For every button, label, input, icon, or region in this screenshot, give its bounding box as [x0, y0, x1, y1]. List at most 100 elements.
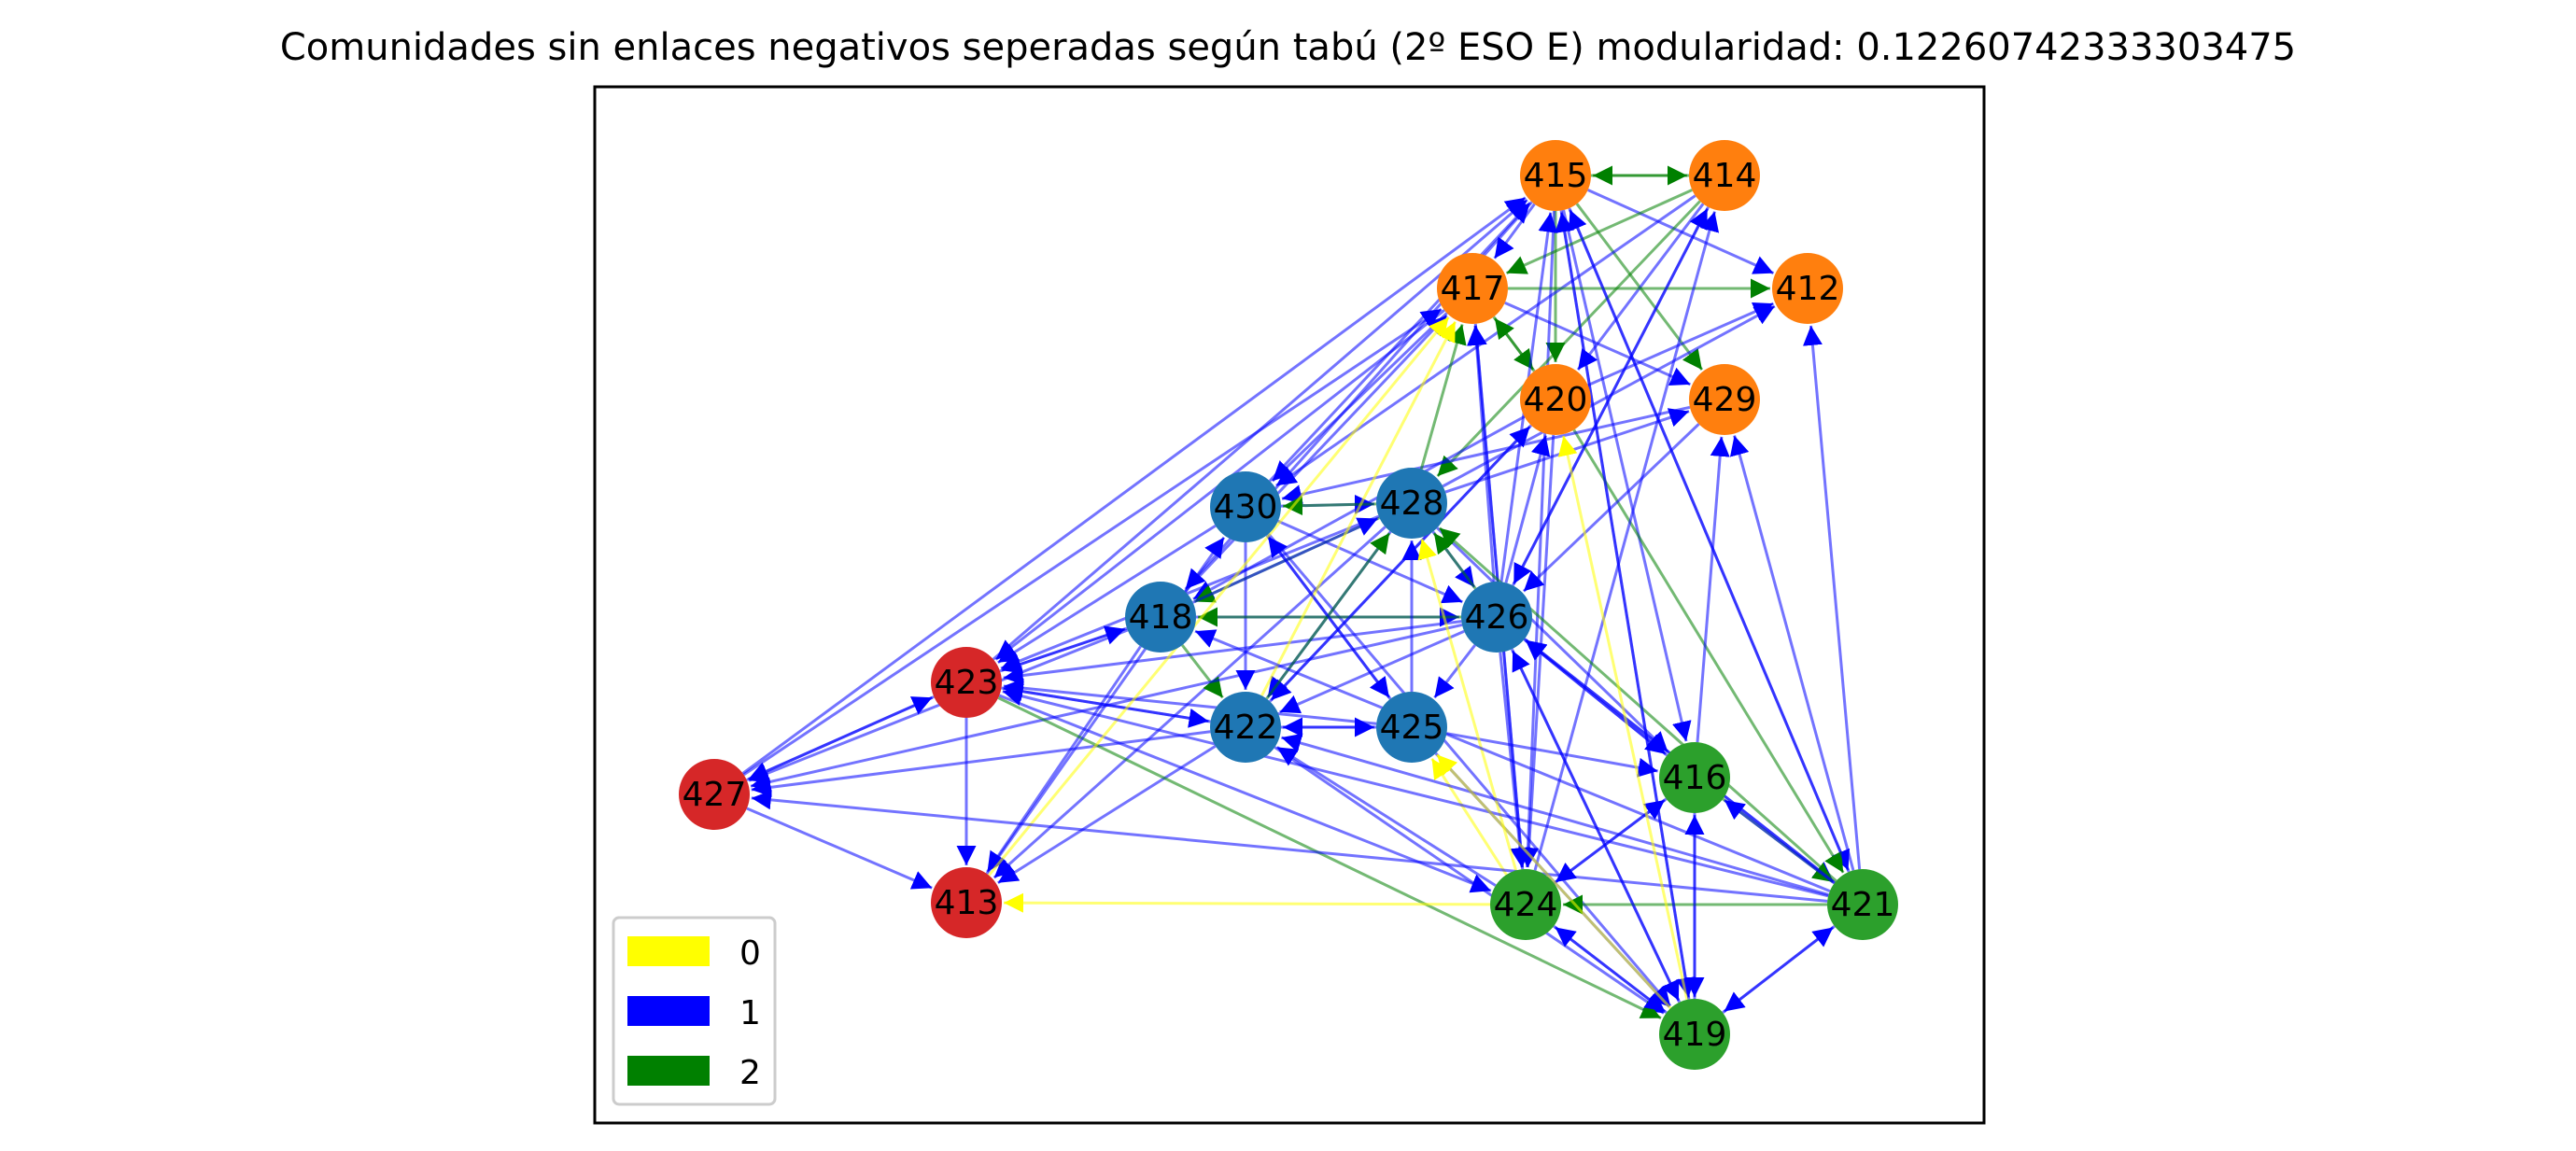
node-418: 418	[1125, 582, 1196, 653]
edge-421-427	[751, 790, 1828, 903]
node-424: 424	[1490, 869, 1561, 940]
edge-421-429	[1729, 435, 1855, 871]
node-label-423: 423	[935, 664, 999, 702]
node-circle-425	[1376, 692, 1447, 763]
edge-421-412	[1802, 325, 1862, 870]
edge-420-417	[1493, 317, 1536, 372]
node-label-424: 424	[1494, 886, 1558, 924]
node-circle-418	[1125, 582, 1196, 653]
edge-421-422	[1281, 733, 1829, 896]
legend: 0 1 2	[612, 916, 777, 1106]
node-414: 414	[1689, 140, 1760, 211]
node-429: 429	[1689, 364, 1760, 435]
edge-419-421	[1722, 926, 1835, 1014]
node-label-419: 419	[1663, 1016, 1727, 1054]
edge-427-417	[742, 307, 1443, 777]
edge-424-425	[1430, 757, 1508, 876]
edge-414-420	[1576, 203, 1705, 371]
legend-swatch-1	[627, 996, 710, 1026]
edge-416-429	[1696, 436, 1730, 743]
node-417: 417	[1437, 253, 1508, 324]
legend-entries: 0 1 2	[627, 934, 761, 1092]
legend-label-2: 2	[739, 1054, 761, 1092]
edge-424-413	[1003, 892, 1491, 913]
node-label-417: 417	[1441, 270, 1505, 308]
edge-414-417	[1505, 189, 1693, 275]
node-419: 419	[1659, 999, 1730, 1070]
edge-430-426	[1277, 519, 1463, 604]
node-label-413: 413	[935, 884, 999, 922]
edge-427-415	[741, 196, 1527, 775]
edge-430-423	[997, 524, 1217, 664]
edge-422-417	[1260, 320, 1457, 696]
edge-425-423	[1003, 678, 1377, 725]
edge-422-413	[997, 744, 1217, 884]
edge-419-424	[1554, 926, 1668, 1015]
edge-418-413	[986, 645, 1142, 873]
node-425: 425	[1376, 692, 1447, 763]
edge-426-425	[1433, 644, 1476, 699]
node-circle-430	[1210, 471, 1281, 542]
edge-428-417	[1419, 324, 1467, 470]
legend-swatch-0	[627, 936, 710, 966]
node-428: 428	[1376, 468, 1447, 539]
node-label-425: 425	[1380, 709, 1444, 747]
node-415: 415	[1520, 140, 1591, 211]
nodes-layer: 415 414 417 412 420 429 430 428 418 426 422 425 423 4…	[679, 140, 1898, 1070]
node-circle-420	[1520, 364, 1591, 435]
edge-428-412	[1442, 304, 1776, 488]
node-circle-412	[1772, 253, 1843, 324]
node-426: 426	[1461, 582, 1532, 653]
edge-427-413	[746, 807, 933, 890]
edge-422-427	[751, 730, 1211, 797]
node-circle-413	[931, 867, 1002, 938]
node-circle-415	[1520, 140, 1591, 211]
node-label-430: 430	[1214, 488, 1278, 526]
node-circle-427	[679, 759, 750, 830]
chart-title: Comunidades sin enlaces negativos sepera…	[279, 26, 2297, 69]
node-label-427: 427	[683, 776, 747, 814]
node-412: 412	[1772, 253, 1843, 324]
edge-420-412	[1587, 302, 1775, 387]
node-label-429: 429	[1693, 381, 1757, 419]
node-label-421: 421	[1831, 886, 1895, 924]
node-413: 413	[931, 867, 1002, 938]
node-circle-424	[1490, 869, 1561, 940]
node-circle-421	[1827, 869, 1898, 940]
node-circle-426	[1461, 582, 1532, 653]
node-label-415: 415	[1524, 157, 1588, 195]
edge-419-415	[1555, 212, 1691, 1000]
legend-swatch-2	[627, 1056, 710, 1086]
node-circle-428	[1376, 468, 1447, 539]
node-circle-429	[1689, 364, 1760, 435]
legend-label-0: 0	[739, 934, 761, 973]
node-420: 420	[1520, 364, 1591, 435]
edge-430-419	[1267, 532, 1672, 1007]
edge-421-415	[1569, 209, 1851, 873]
edge-423-424	[998, 694, 1492, 893]
plot-frame	[593, 85, 1986, 1125]
edge-417-430	[1271, 312, 1448, 483]
node-422: 422	[1210, 692, 1281, 763]
edge-420-421	[1572, 428, 1845, 874]
node-label-412: 412	[1776, 270, 1840, 308]
edge-419-420	[1557, 435, 1689, 1001]
edge-426-422	[1279, 629, 1465, 714]
edge-423-419	[997, 696, 1662, 1019]
node-circle-416	[1659, 742, 1730, 813]
edge-428-416	[1436, 526, 1669, 753]
node-416: 416	[1659, 742, 1730, 813]
edge-422-420	[1269, 426, 1531, 703]
edge-418-427	[748, 628, 1129, 783]
node-label-420: 420	[1524, 381, 1588, 419]
edge-419-425	[1435, 753, 1672, 1010]
edge-428-423	[1000, 514, 1380, 670]
edge-425-430	[1266, 536, 1392, 700]
node-label-418: 418	[1129, 598, 1193, 637]
edge-425-416	[1446, 732, 1658, 778]
edge-429-426	[1522, 423, 1700, 593]
edge-414-428	[1436, 200, 1701, 478]
edge-426-414	[1512, 207, 1709, 586]
node-421: 421	[1827, 869, 1898, 940]
